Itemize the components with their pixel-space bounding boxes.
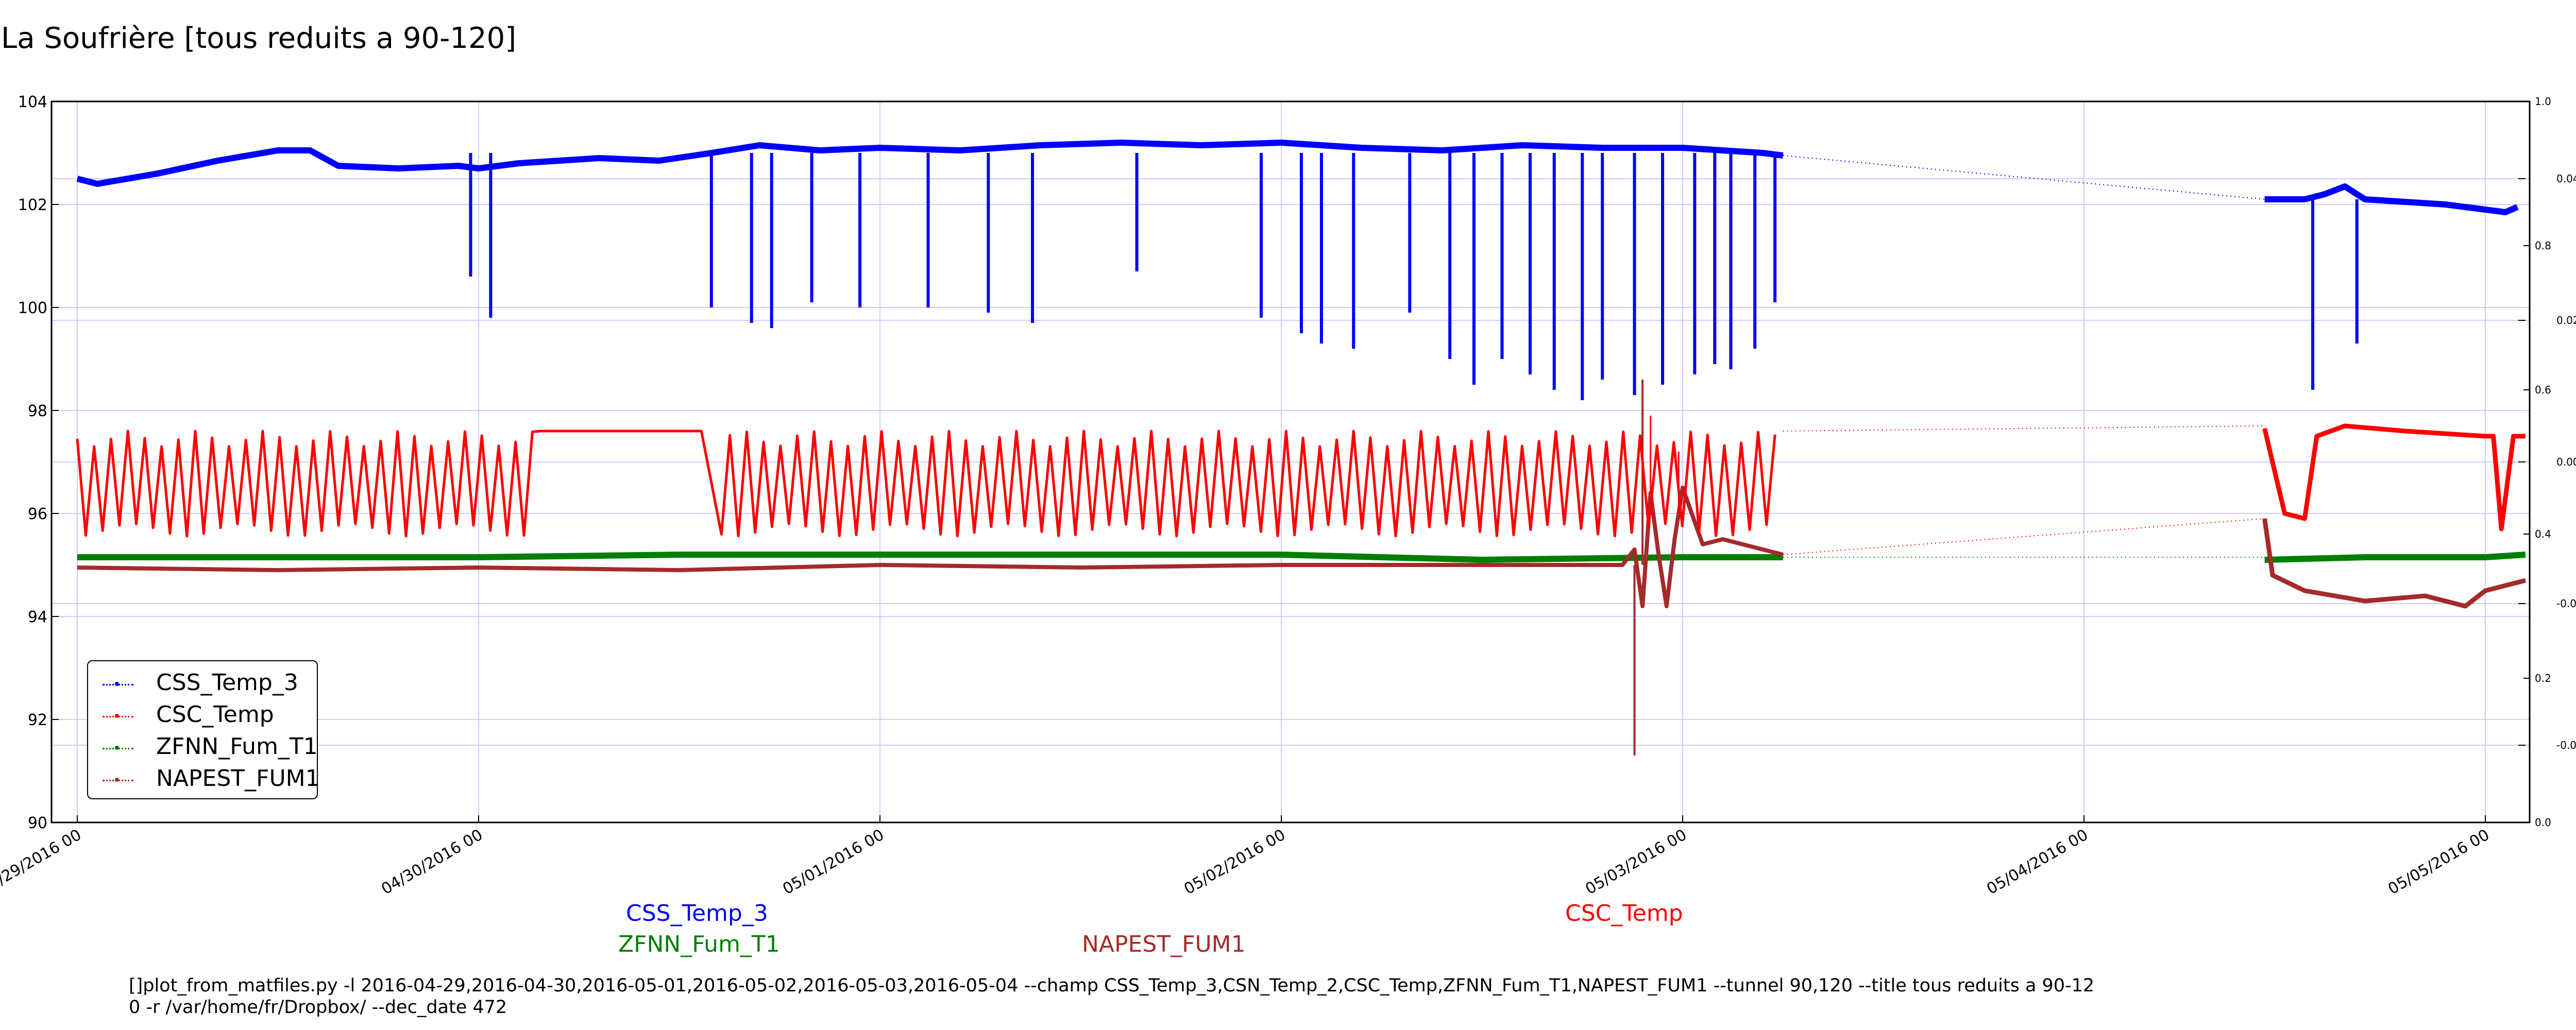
- y3-tick-label: 0.02: [2556, 314, 2576, 327]
- y-tick-label: 100: [18, 299, 47, 317]
- y-tick-label: 96: [28, 505, 47, 523]
- legend-item-napest-fum1: NAPEST_FUM1: [88, 764, 320, 796]
- legend-item-zfnn-fum-t1: ZFNN_Fum_T1: [88, 732, 318, 764]
- y2-tick-label: 0.2: [2535, 672, 2551, 684]
- y2-tick-label: 0.4: [2535, 528, 2551, 540]
- y-tick-label: 104: [18, 93, 47, 111]
- y-tick-label: 98: [28, 402, 47, 420]
- y-tick-label: 92: [28, 711, 47, 729]
- y-tick-label: 102: [18, 196, 47, 214]
- y3-tick-label: 0.04: [2556, 173, 2576, 185]
- y3-tick-label: -0.02: [2556, 597, 2576, 610]
- command-line-2: 0 -r /var/home/fr/Dropbox/ --dec_date 47…: [129, 997, 507, 1018]
- command-line: []plot_from_matfiles.py -l 2016-04-29,20…: [129, 975, 2094, 1018]
- series-napest-fum1-segment2: [2262, 518, 2527, 609]
- y2-tick-label: 0.8: [2535, 239, 2551, 252]
- y2-tick-label: 1.0: [2535, 95, 2551, 108]
- series-zfnn-fum-t1: [77, 552, 1783, 563]
- command-line-1: []plot_from_matfiles.py -l 2016-04-29,20…: [129, 975, 2095, 996]
- series-napest-fum1: [77, 486, 1784, 608]
- series-csc-temp: [76, 430, 1776, 538]
- legend-label: NAPEST_FUM1: [156, 765, 320, 792]
- y-tick-label: 90: [28, 814, 47, 832]
- legend-label: CSS_Temp_3: [156, 670, 298, 696]
- y2-tick-label: 0.6: [2535, 384, 2551, 396]
- axis-label-css-temp-3: CSS_Temp_3: [626, 900, 768, 926]
- legend-label: ZFNN_Fum_T1: [156, 733, 318, 760]
- axis-label-napest-fum1: NAPEST_FUM1: [1082, 931, 1246, 957]
- axes-frame: [50, 100, 2531, 823]
- y3-tick-label: 0.00: [2556, 456, 2576, 468]
- series-css-temp-3: [76, 140, 1784, 187]
- y2-tick-label: 0.0: [2535, 816, 2551, 829]
- axis-label-csc-temp: CSC_Temp: [1565, 900, 1683, 926]
- chart-title: La Soufrière [tous reduits a 90-120]: [1, 22, 517, 55]
- axis-label-zfnn-fum-t1: ZFNN_Fum_T1: [618, 931, 780, 957]
- legend-item-csc-temp: CSC_Temp: [88, 700, 317, 732]
- series-layer: [76, 140, 2527, 756]
- series-csc-temp-segment2: [2262, 423, 2526, 531]
- series-css-temp-3-segment2: [2264, 183, 2519, 215]
- series-zfnn-fum-t1-segment2: [2264, 552, 2526, 563]
- legend: CSS_Temp_3 CSC_Temp ZFNN_Fum_T1 NAPEST_F…: [87, 660, 320, 799]
- legend-item-css-temp-3: CSS_Temp_3: [88, 668, 317, 700]
- y3-tick-label: -0.04: [2556, 739, 2576, 751]
- legend-label: CSC_Temp: [156, 701, 274, 728]
- y-tick-label: 94: [28, 608, 47, 626]
